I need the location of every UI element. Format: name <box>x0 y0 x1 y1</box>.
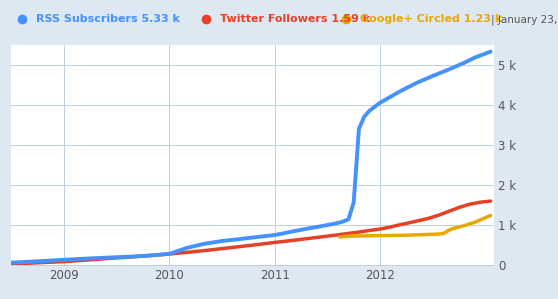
Text: | January 23, 2013: | January 23, 2013 <box>491 14 558 25</box>
Text: RSS Subscribers 5.33 k: RSS Subscribers 5.33 k <box>36 14 180 25</box>
Text: Twitter Followers 1.59 k: Twitter Followers 1.59 k <box>220 14 371 25</box>
Text: Google+ Circled 1.23 k: Google+ Circled 1.23 k <box>360 14 502 25</box>
